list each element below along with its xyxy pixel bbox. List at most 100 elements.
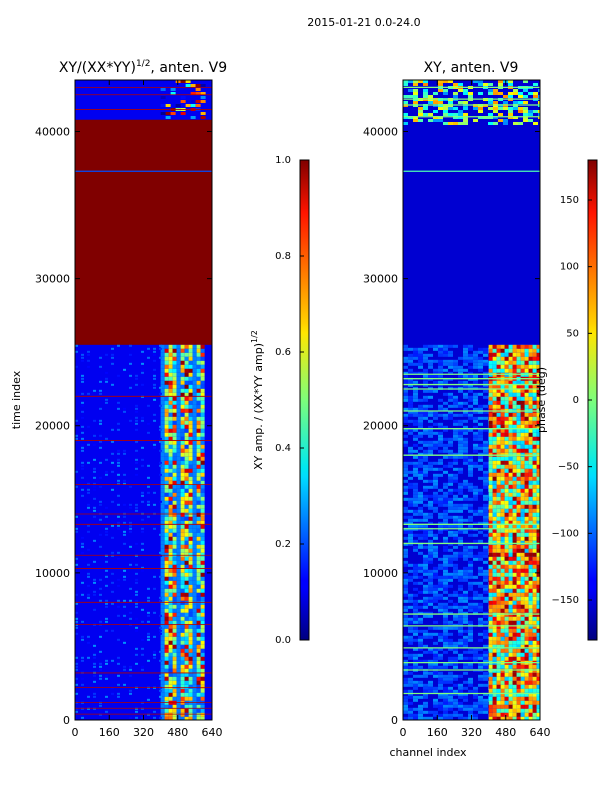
heatmap-cell xyxy=(473,392,478,396)
heatmap-cell xyxy=(160,472,165,477)
heatmap-cell xyxy=(438,593,443,597)
heatmap-cell xyxy=(184,524,189,529)
heatmap-cell xyxy=(448,656,453,660)
heatmap-cell xyxy=(403,698,408,702)
heatmap-cell xyxy=(192,520,197,525)
heatmap-cell xyxy=(129,623,132,626)
heatmap-cell xyxy=(196,716,201,720)
heatmap-cell xyxy=(200,348,205,353)
heatmap-cell xyxy=(458,365,463,369)
heatmap-cell xyxy=(81,425,84,428)
heatmap-cell xyxy=(135,581,138,584)
amplitude-heatmap xyxy=(75,80,212,720)
heatmap-cell xyxy=(438,383,443,387)
heatmap-cell xyxy=(438,440,443,444)
heatmap-cell xyxy=(516,508,521,513)
heatmap-cell xyxy=(105,620,108,623)
heatmap-cell xyxy=(428,467,433,471)
heatmap-cell xyxy=(520,552,525,557)
heatmap-cell xyxy=(500,572,505,577)
heatmap-cell xyxy=(180,508,185,513)
heatmap-cell xyxy=(536,388,540,393)
heatmap-cell xyxy=(528,528,533,533)
heatmap-cell xyxy=(488,380,493,385)
heatmap-cell xyxy=(188,404,193,409)
heatmap-cell xyxy=(516,464,521,469)
heatmap-cell xyxy=(508,568,513,573)
heatmap-cell xyxy=(453,698,458,702)
heatmap-cell xyxy=(184,628,189,633)
heatmap-cell xyxy=(160,684,165,689)
heatmap-cell xyxy=(418,566,423,570)
heatmap-cell xyxy=(160,444,165,449)
heatmap-cell xyxy=(188,540,193,545)
heatmap-cell xyxy=(532,388,537,393)
heatmap-cell xyxy=(496,468,501,473)
heatmap-cell xyxy=(176,344,181,349)
heatmap-cell xyxy=(188,448,193,453)
heatmap-cell xyxy=(164,456,169,461)
heatmap-cell xyxy=(180,476,185,481)
heatmap-cell xyxy=(172,472,177,477)
heatmap-cell xyxy=(184,640,189,645)
heatmap-cell xyxy=(172,408,177,413)
heatmap-cell xyxy=(200,344,205,349)
heatmap-cell xyxy=(164,476,169,481)
heatmap-cell xyxy=(536,544,540,549)
heatmap-cell xyxy=(99,545,102,548)
heatmap-cell xyxy=(524,404,529,409)
heatmap-cell xyxy=(508,476,513,481)
heatmap-cell xyxy=(532,716,537,720)
heatmap-cell xyxy=(192,512,197,517)
heatmap-cell xyxy=(532,636,537,641)
heatmap-cell xyxy=(176,500,181,505)
heatmap-cell xyxy=(192,472,197,477)
heatmap-cell xyxy=(492,676,497,681)
heatmap-cell xyxy=(433,701,438,705)
heatmap-cell xyxy=(105,377,108,380)
heatmap-cell xyxy=(408,569,413,573)
heatmap-cell xyxy=(428,428,433,432)
heatmap-cell xyxy=(453,359,458,363)
heatmap-cell xyxy=(196,436,201,441)
heatmap-cell xyxy=(81,476,84,479)
heatmap-cell xyxy=(164,692,169,697)
heatmap-cell xyxy=(418,518,423,522)
heatmap-cell xyxy=(160,524,165,529)
heatmap-cell xyxy=(141,530,144,533)
heatmap-cell xyxy=(200,436,205,441)
heatmap-cell xyxy=(180,352,185,357)
heatmap-cell xyxy=(180,484,185,489)
heatmap-cell xyxy=(75,683,78,686)
heatmap-cell xyxy=(75,617,78,620)
heatmap-cell xyxy=(168,464,173,469)
heatmap-cell xyxy=(418,440,423,444)
heatmap-cell xyxy=(172,416,177,421)
heatmap-cell xyxy=(200,648,205,653)
heatmap-cell xyxy=(508,352,513,357)
heatmap-cell xyxy=(532,472,537,477)
heatmap-cell xyxy=(141,707,144,710)
heatmap-cell xyxy=(423,674,428,678)
heatmap-cell xyxy=(135,554,138,557)
heatmap-cell xyxy=(188,424,193,429)
heatmap-cell xyxy=(188,704,193,709)
heatmap-cell xyxy=(492,488,497,493)
heatmap-cell xyxy=(105,617,108,620)
heatmap-cell xyxy=(520,588,525,593)
heatmap-cell xyxy=(184,592,189,597)
heatmap-cell xyxy=(463,392,468,396)
heatmap-cell xyxy=(164,708,169,713)
heatmap-cell xyxy=(81,446,84,449)
heatmap-cell xyxy=(516,364,521,369)
heatmap-cell xyxy=(192,560,197,565)
heatmap-cell xyxy=(200,624,205,629)
heatmap-cell xyxy=(176,588,181,593)
heatmap-cell xyxy=(418,404,423,408)
heatmap-cell xyxy=(504,676,509,681)
heatmap-cell xyxy=(488,384,493,389)
heatmap-cell xyxy=(196,528,201,533)
heatmap-cell xyxy=(516,416,521,421)
heatmap-cell xyxy=(508,536,513,541)
heatmap-cell xyxy=(483,509,488,513)
